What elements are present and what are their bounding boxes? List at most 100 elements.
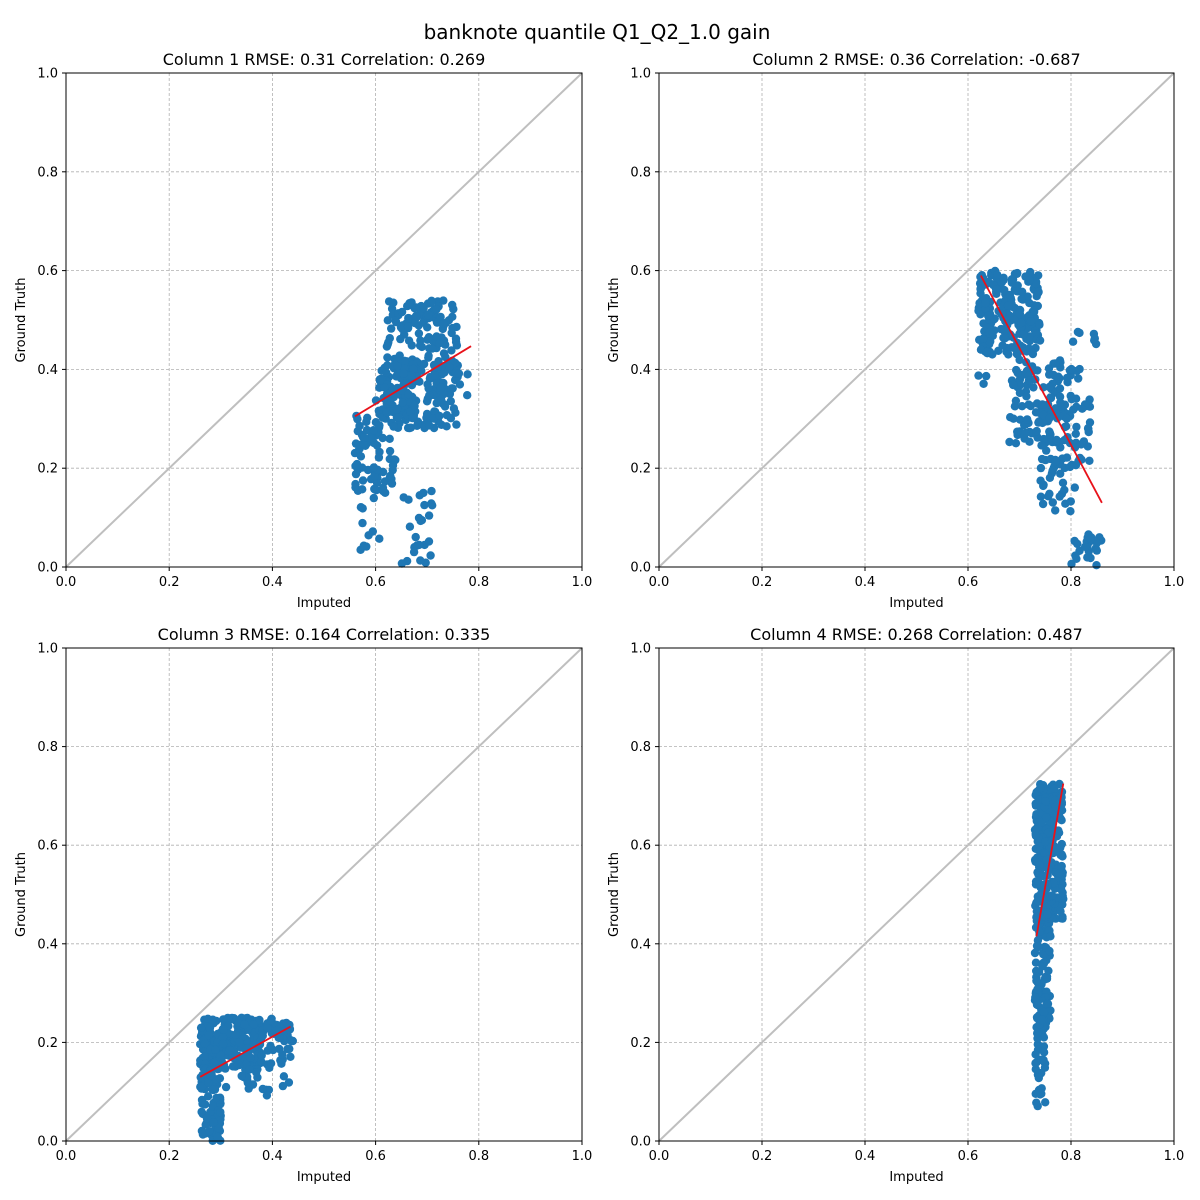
scatter-point bbox=[225, 1046, 235, 1055]
axes-frame bbox=[65, 647, 583, 1142]
y-tick-label: 0.8 bbox=[37, 165, 58, 180]
scatter-point bbox=[1056, 469, 1065, 478]
scatter-point bbox=[1031, 993, 1040, 1002]
scatter-point bbox=[266, 1041, 275, 1051]
fit-line bbox=[980, 275, 1103, 504]
scatter-point bbox=[1033, 366, 1042, 375]
scatter-point bbox=[364, 531, 373, 540]
scatter-point bbox=[372, 478, 382, 487]
scatter-point bbox=[427, 499, 436, 508]
y-tick-label: 0.6 bbox=[630, 839, 651, 854]
scatter-point bbox=[278, 1050, 287, 1059]
scatter-point bbox=[381, 368, 391, 377]
y-tick-label: 0.4 bbox=[37, 937, 58, 952]
scatter-point bbox=[388, 461, 398, 470]
scatter-point bbox=[369, 493, 378, 503]
scatter-point bbox=[286, 1052, 295, 1062]
scatter-point bbox=[1075, 328, 1084, 338]
scatter-point bbox=[404, 495, 413, 504]
scatter-point bbox=[231, 1030, 240, 1039]
scatter-point bbox=[1055, 384, 1065, 393]
scatter-point bbox=[448, 300, 457, 310]
scatter-point bbox=[1037, 1015, 1047, 1025]
scatter-point bbox=[415, 341, 425, 350]
scatter-point bbox=[219, 1015, 228, 1024]
scatter-point bbox=[1033, 1029, 1042, 1038]
subplot-title: Column 2 RMSE: 0.36 Correlation: -0.687 bbox=[752, 50, 1080, 69]
y-tick-label: 0.6 bbox=[630, 264, 651, 279]
scatter-point bbox=[1040, 849, 1050, 858]
subplot-title: Column 1 RMSE: 0.31 Correlation: 0.269 bbox=[163, 50, 486, 69]
scatter-point bbox=[1021, 428, 1030, 438]
scatter-point bbox=[1004, 350, 1013, 359]
scatter-point bbox=[1032, 1098, 1041, 1107]
scatter-point bbox=[356, 452, 366, 461]
figure-title: banknote quantile Q1_Q2_1.0 gain bbox=[424, 20, 771, 44]
scatter-point bbox=[1050, 784, 1059, 793]
scatter-point bbox=[424, 421, 434, 430]
scatter-point bbox=[374, 453, 384, 462]
x-axis-label: Imputed bbox=[297, 1170, 351, 1185]
scatter-point bbox=[419, 304, 428, 313]
scatter-point bbox=[1034, 271, 1043, 280]
scatter-point bbox=[999, 275, 1008, 284]
scatter-point bbox=[1062, 373, 1072, 383]
scatter-point bbox=[383, 316, 392, 325]
scatter-point bbox=[1032, 976, 1041, 985]
scatter-point bbox=[1072, 422, 1081, 432]
scatter-point bbox=[209, 1118, 218, 1127]
scatter-point bbox=[1071, 551, 1080, 560]
scatter-point bbox=[285, 1044, 294, 1054]
scatter-point bbox=[398, 398, 407, 407]
y-axis-label: Ground Truth bbox=[14, 278, 29, 363]
scatter-point bbox=[1033, 985, 1042, 994]
x-tick-label: 0.2 bbox=[752, 575, 773, 590]
scatter-point bbox=[984, 311, 993, 321]
scatter-point bbox=[430, 371, 440, 380]
scatter-point bbox=[1039, 1048, 1049, 1057]
fit-line bbox=[354, 345, 472, 418]
scatter-point bbox=[235, 1038, 244, 1047]
scatter-point bbox=[1036, 463, 1046, 473]
scatter-point bbox=[1029, 383, 1038, 392]
scatter-point bbox=[1051, 359, 1060, 368]
scatter-point bbox=[405, 423, 414, 433]
scatter-point bbox=[1045, 427, 1054, 436]
scatter-point bbox=[1035, 320, 1044, 329]
scatter-point bbox=[266, 1016, 275, 1025]
scatter-point bbox=[197, 1082, 207, 1091]
scatter-point bbox=[1056, 814, 1065, 823]
scatter-point bbox=[208, 1101, 217, 1111]
subplot-title: Column 3 RMSE: 0.164 Correlation: 0.335 bbox=[158, 625, 491, 644]
scatter-point bbox=[240, 1020, 249, 1029]
scatter-point bbox=[1068, 337, 1078, 346]
scatter-point bbox=[445, 362, 454, 372]
scatter-points bbox=[350, 296, 472, 568]
x-tick-label: 0.8 bbox=[1061, 1149, 1082, 1164]
scatter-point bbox=[998, 341, 1007, 350]
scatter-point bbox=[1044, 492, 1053, 501]
scatter-point bbox=[427, 298, 436, 307]
scatter-point bbox=[1066, 507, 1075, 516]
scatter-point bbox=[385, 446, 395, 456]
scatter-point bbox=[463, 391, 472, 400]
scatter-point bbox=[1045, 382, 1054, 392]
y-tick-label: 0.2 bbox=[37, 462, 58, 477]
y-axis-label: Ground Truth bbox=[607, 852, 622, 937]
x-axis-label: Imputed bbox=[889, 596, 943, 611]
scatter-point bbox=[214, 1123, 223, 1133]
scatter-point bbox=[1086, 534, 1095, 544]
scatter-point bbox=[1074, 374, 1083, 383]
scatter-point bbox=[1071, 394, 1081, 403]
scatter-point bbox=[401, 379, 411, 388]
scatter-point bbox=[375, 421, 384, 430]
scatter-point bbox=[203, 1092, 213, 1101]
scatter-point bbox=[393, 361, 402, 371]
scatter-point bbox=[999, 326, 1009, 335]
scatter-point bbox=[1038, 499, 1048, 509]
scatter-point bbox=[1043, 999, 1053, 1008]
scatter-point bbox=[201, 1120, 210, 1129]
scatter-point bbox=[419, 488, 428, 498]
scatter-point bbox=[427, 344, 437, 353]
scatter-point bbox=[389, 422, 398, 431]
